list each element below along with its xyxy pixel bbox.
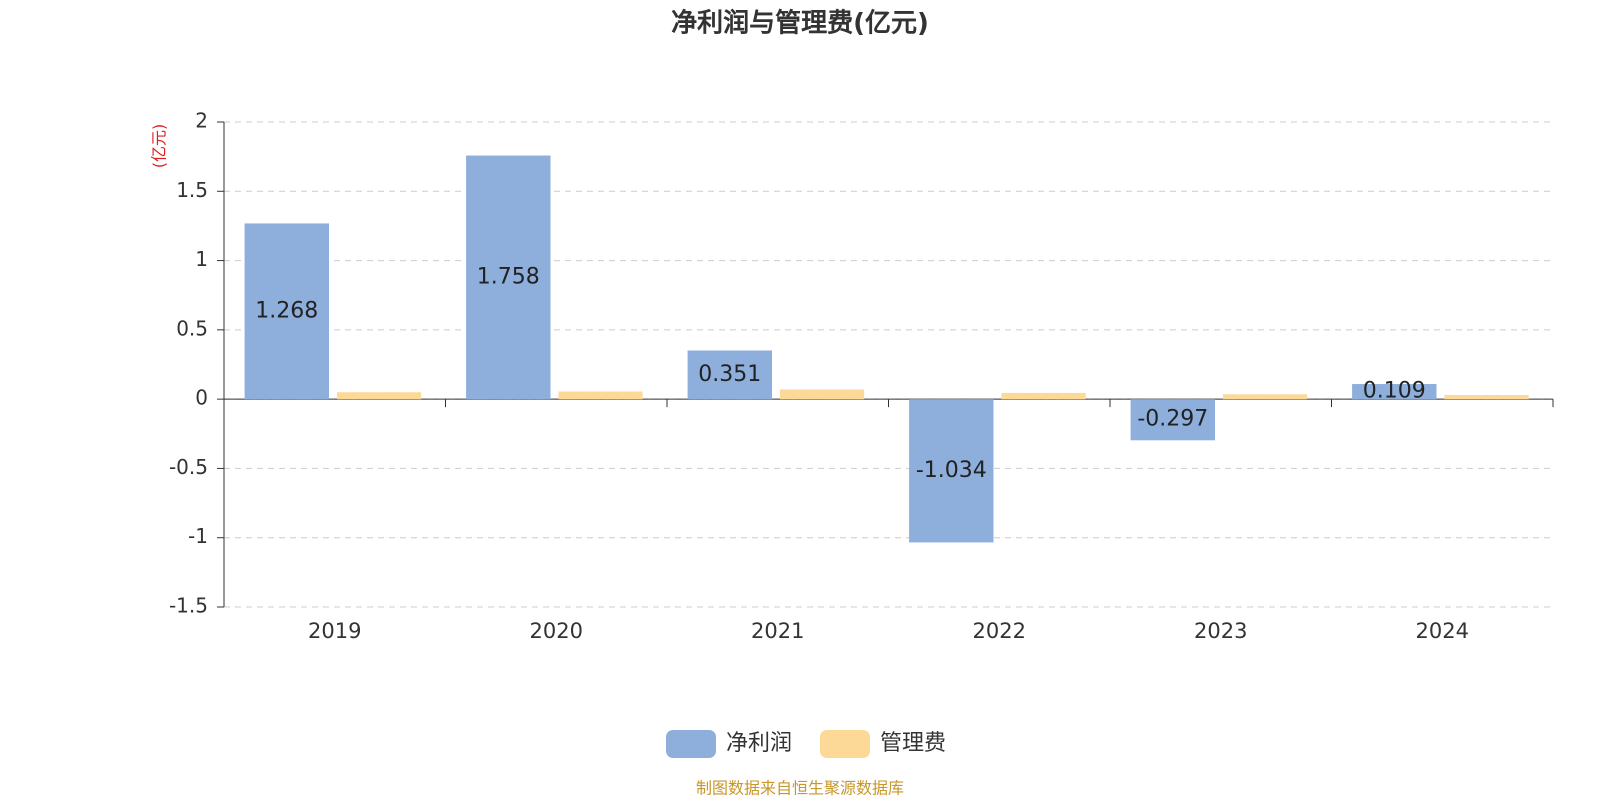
x-tick-label: 2020: [530, 619, 583, 643]
legend-swatch: [666, 730, 716, 758]
y-tick-label: -0.5: [169, 455, 208, 479]
x-tick-label: 2023: [1194, 619, 1247, 643]
y-tick-label: 1.5: [176, 178, 208, 202]
bar: [1222, 394, 1308, 400]
data-label: 0.351: [698, 362, 761, 387]
bar: [1130, 399, 1215, 441]
bar: [466, 155, 551, 400]
bar: [336, 392, 422, 400]
legend-label: 管理费: [880, 731, 946, 756]
data-label: -1.034: [916, 458, 987, 483]
y-tick-label: 0: [195, 386, 208, 410]
x-tick-label: 2024: [1416, 619, 1469, 643]
bar: [1001, 392, 1086, 400]
bar: [1352, 384, 1437, 400]
bar: [909, 399, 994, 543]
x-tick-label: 2021: [751, 619, 804, 643]
x-tick-label: 2022: [973, 619, 1026, 643]
bar: [687, 350, 772, 400]
data-label: 1.268: [255, 298, 318, 323]
y-tick-label: 0.5: [176, 316, 208, 340]
y-tick-label: -1.5: [169, 594, 208, 618]
y-tick-label: -1: [188, 524, 208, 548]
legend-label: 净利润: [726, 731, 792, 756]
y-axis-label: (亿元): [150, 124, 169, 169]
y-tick-label: 2: [195, 109, 208, 133]
chart-title: 净利润与管理费(亿元): [671, 8, 929, 39]
legend-swatch: [820, 730, 870, 758]
x-tick-label: 2019: [308, 619, 361, 643]
bar: [244, 223, 329, 400]
bar: [1444, 394, 1529, 400]
data-label: -0.297: [1137, 407, 1208, 432]
data-label: 0.109: [1363, 379, 1426, 404]
bar: [779, 389, 865, 400]
y-tick-label: 1: [195, 247, 208, 271]
data-label: 1.758: [477, 264, 540, 289]
source-note: 制图数据来自恒生聚源数据库: [696, 779, 904, 798]
bar: [558, 391, 643, 400]
